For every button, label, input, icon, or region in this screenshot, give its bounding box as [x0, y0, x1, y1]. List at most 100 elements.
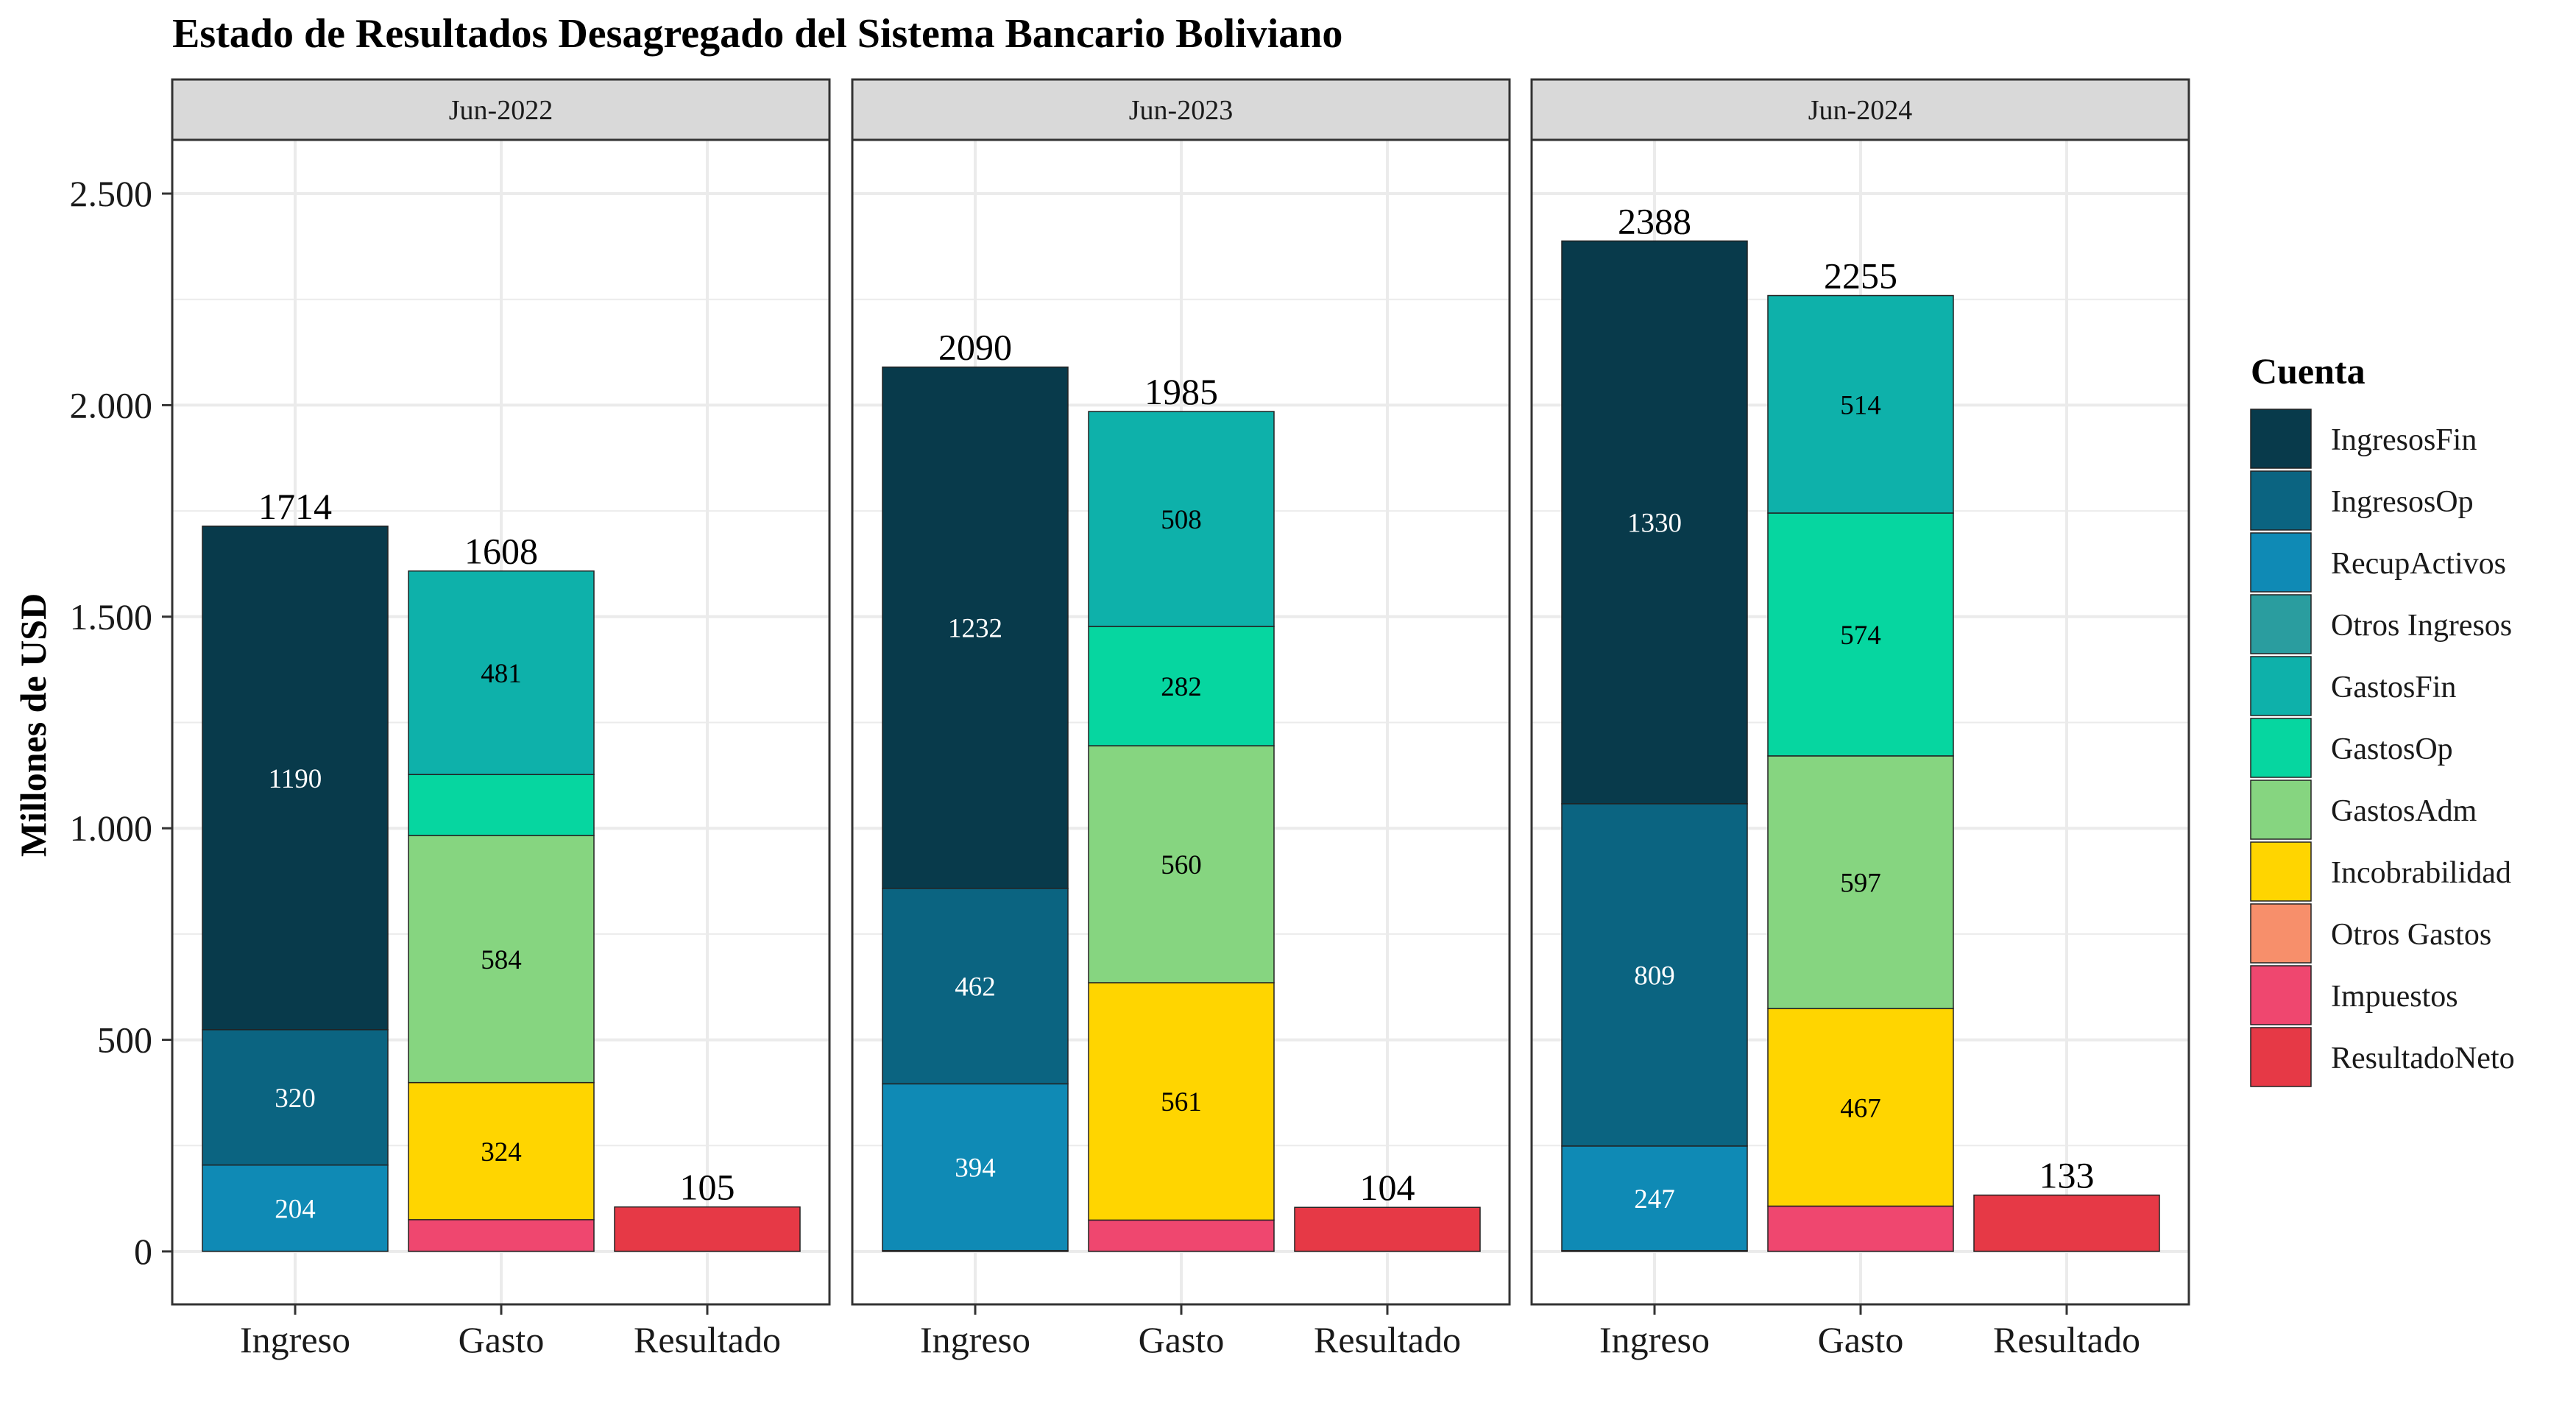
bar-segment	[1767, 755, 1954, 1009]
legend-label: Incobrabilidad	[2331, 856, 2511, 890]
bar-segment	[202, 1029, 389, 1166]
legend-key	[2250, 780, 2312, 840]
facet-strip	[851, 78, 1511, 141]
legend-key	[2250, 409, 2312, 469]
legend-key	[2250, 656, 2312, 716]
segment-label: 561	[1161, 1087, 1202, 1117]
segment-label: 1232	[948, 614, 1002, 644]
bar-segment	[1767, 1205, 1954, 1252]
x-tick-label: Resultado	[1314, 1319, 1461, 1360]
segment-label: 247	[1634, 1184, 1675, 1215]
legend-label: Otros Ingresos	[2331, 609, 2512, 643]
legend-key	[2250, 1027, 2312, 1087]
facet-panels: Jun-2022 204 320 1190 1714 Ingreso 324 584 481 16…	[171, 78, 2190, 1360]
legend-item: Impuestos	[2250, 965, 2458, 1025]
x-tick-label: Ingreso	[920, 1319, 1030, 1360]
bar-total-label: 1985	[1144, 371, 1218, 412]
y-axis-ticks: 0 500 1.000 1.500 2.000 2.500	[70, 173, 172, 1272]
bar-total-label: 2255	[1824, 255, 1897, 297]
facet-strip-label: Jun-2024	[1808, 95, 1912, 126]
bar-total-label: 133	[2039, 1155, 2095, 1196]
segment-label: 597	[1840, 868, 1881, 898]
bar-segment	[1088, 745, 1275, 983]
bar-stack: 467 597 574 514 2255	[1767, 255, 1954, 1252]
bar-stack: 104	[1294, 1167, 1481, 1252]
legend-item: GastosFin	[2250, 656, 2456, 716]
legend-label: Impuestos	[2331, 980, 2458, 1014]
segment-label: 574	[1840, 621, 1881, 651]
bar-stack: 324 584 481 1608	[408, 531, 595, 1252]
panel-border	[851, 138, 1511, 1306]
segment-label: 204	[275, 1194, 316, 1224]
facet-strip-label: Jun-2023	[1129, 95, 1233, 126]
segment-label: 320	[275, 1084, 316, 1114]
bar-total-label: 1714	[258, 486, 332, 527]
bar-stack: 204 320 1190 1714	[202, 486, 389, 1252]
y-tick-label: 2.500	[70, 173, 153, 214]
bar-segment	[408, 570, 595, 775]
x-tick-label: Gasto	[459, 1319, 545, 1360]
facet-panel: Jun-2022 204 320 1190 1714 Ingreso 324 584 481 16…	[171, 78, 831, 1360]
legend-item: IngresosOp	[2250, 470, 2474, 531]
segment-label: 514	[1840, 390, 1881, 420]
bar-segment	[1088, 411, 1275, 627]
bar-stack: 105	[614, 1167, 801, 1252]
legend-label: IngresosOp	[2331, 485, 2474, 519]
x-tick-label: Gasto	[1139, 1319, 1225, 1360]
y-tick-label: 1.000	[70, 808, 153, 849]
x-tick-label: Resultado	[634, 1319, 781, 1360]
x-tick-label: Ingreso	[240, 1319, 350, 1360]
segment-label: 481	[481, 659, 522, 689]
legend-item: RecupActivos	[2250, 532, 2506, 593]
bar-segment	[614, 1206, 801, 1252]
bar-segment	[1294, 1206, 1481, 1252]
legend-label: GastosAdm	[2331, 794, 2477, 828]
bar-total-label: 2388	[1618, 200, 1691, 241]
segment-label: 1190	[269, 764, 322, 794]
x-tick-label: Resultado	[1993, 1319, 2140, 1360]
segment-label: 324	[481, 1137, 522, 1167]
facet-panel: Jun-2023 394 462 1232 2090 Ingreso 561 560 282 50…	[851, 78, 1511, 1360]
facet-strip	[1530, 78, 2190, 141]
segment-label: 462	[955, 972, 996, 1003]
segment-label: 584	[481, 945, 522, 975]
bar-segment	[1561, 240, 1748, 805]
bar-segment	[882, 888, 1069, 1085]
x-tick-label: Gasto	[1818, 1319, 1904, 1360]
bar-segment	[882, 366, 1069, 889]
segment-label: 282	[1161, 672, 1202, 702]
legend-label: Otros Gastos	[2331, 918, 2491, 952]
y-tick-label: 1.500	[70, 596, 153, 637]
legend: Cuenta IngresosFin IngresosOp RecupActivos…	[2250, 350, 2515, 1087]
legend-label: ResultadoNeto	[2331, 1042, 2515, 1075]
legend-item: IngresosFin	[2250, 409, 2477, 469]
segment-label: 809	[1634, 961, 1675, 991]
bar-stack: 394 462 1232 2090	[882, 327, 1069, 1252]
bar-segment	[1973, 1194, 2160, 1252]
legend-key	[2250, 903, 2312, 964]
bar-stack: 561 560 282 508 1985	[1088, 371, 1275, 1252]
facet-panel: Jun-2024 247 809 1330 2388 Ingreso 467 597 574 51…	[1530, 78, 2190, 1360]
legend-key	[2250, 470, 2312, 531]
y-tick-label: 0	[134, 1231, 152, 1272]
legend-item: GastosAdm	[2250, 780, 2477, 840]
panel-border	[1530, 138, 2190, 1306]
legend-key	[2250, 965, 2312, 1025]
legend-label: IngresosFin	[2331, 423, 2477, 457]
bar-total-label: 105	[680, 1167, 735, 1208]
bar-segment	[408, 774, 595, 836]
bar-segment	[202, 1164, 389, 1252]
segment-label: 508	[1161, 505, 1202, 535]
bar-segment	[408, 1081, 595, 1220]
legend-item: ResultadoNeto	[2250, 1027, 2515, 1087]
y-tick-label: 500	[97, 1020, 152, 1061]
bar-stack: 133	[1973, 1155, 2160, 1252]
legend-items: IngresosFin IngresosOp RecupActivos Otros I…	[2250, 409, 2515, 1087]
legend-item: Otros Ingresos	[2250, 594, 2512, 654]
bar-segment	[1088, 982, 1275, 1221]
x-tick-label: Ingreso	[1599, 1319, 1710, 1360]
segment-label: 394	[955, 1153, 996, 1184]
legend-key	[2250, 718, 2312, 778]
bar-total-label: 104	[1360, 1167, 1415, 1208]
